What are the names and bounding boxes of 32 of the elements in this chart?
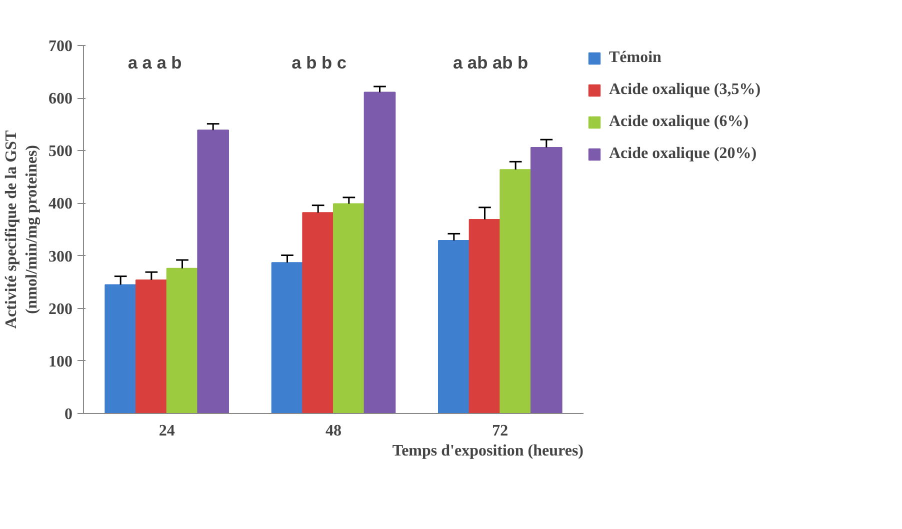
y-axis-title: Activité specifique de la GST (nmol/min/mg proteines)	[3, 130, 40, 329]
legend-label: Acide oxalique (3,5%)	[609, 81, 761, 99]
bar	[302, 212, 334, 414]
legend-label: Témoin	[609, 49, 662, 67]
y-tick-label: 700	[48, 38, 72, 55]
bar	[438, 240, 470, 414]
bar	[364, 92, 396, 414]
x-tick-label: 72	[492, 422, 508, 440]
legend-label: Acide oxalique (6%)	[609, 113, 749, 131]
y-tick-label: 100	[48, 353, 72, 370]
bar	[468, 219, 501, 414]
bar	[530, 146, 562, 414]
y-tick-label: 400	[48, 196, 72, 213]
x-axis-title: Temps d'exposition (heures)	[392, 442, 584, 460]
annotation: a ab ab b	[452, 52, 528, 72]
bar	[136, 279, 168, 414]
x-tick-label: 48	[326, 422, 342, 440]
y-tick-label: 600	[48, 90, 72, 108]
x-tick-label: 24	[158, 422, 175, 440]
bar	[271, 262, 304, 414]
bar	[166, 268, 198, 414]
y-tick-label: 200	[48, 300, 72, 318]
legend-label: Acide oxalique (20%)	[609, 145, 757, 163]
bar	[197, 130, 229, 414]
annotation: a a a b	[128, 52, 182, 72]
bar	[333, 203, 365, 414]
bar	[500, 169, 532, 414]
y-tick-label: 500	[48, 143, 72, 160]
y-tick-label: 0	[64, 406, 72, 423]
y-tick-label: 300	[48, 248, 72, 266]
bar	[104, 284, 136, 414]
annotation: a b b c	[292, 52, 347, 72]
